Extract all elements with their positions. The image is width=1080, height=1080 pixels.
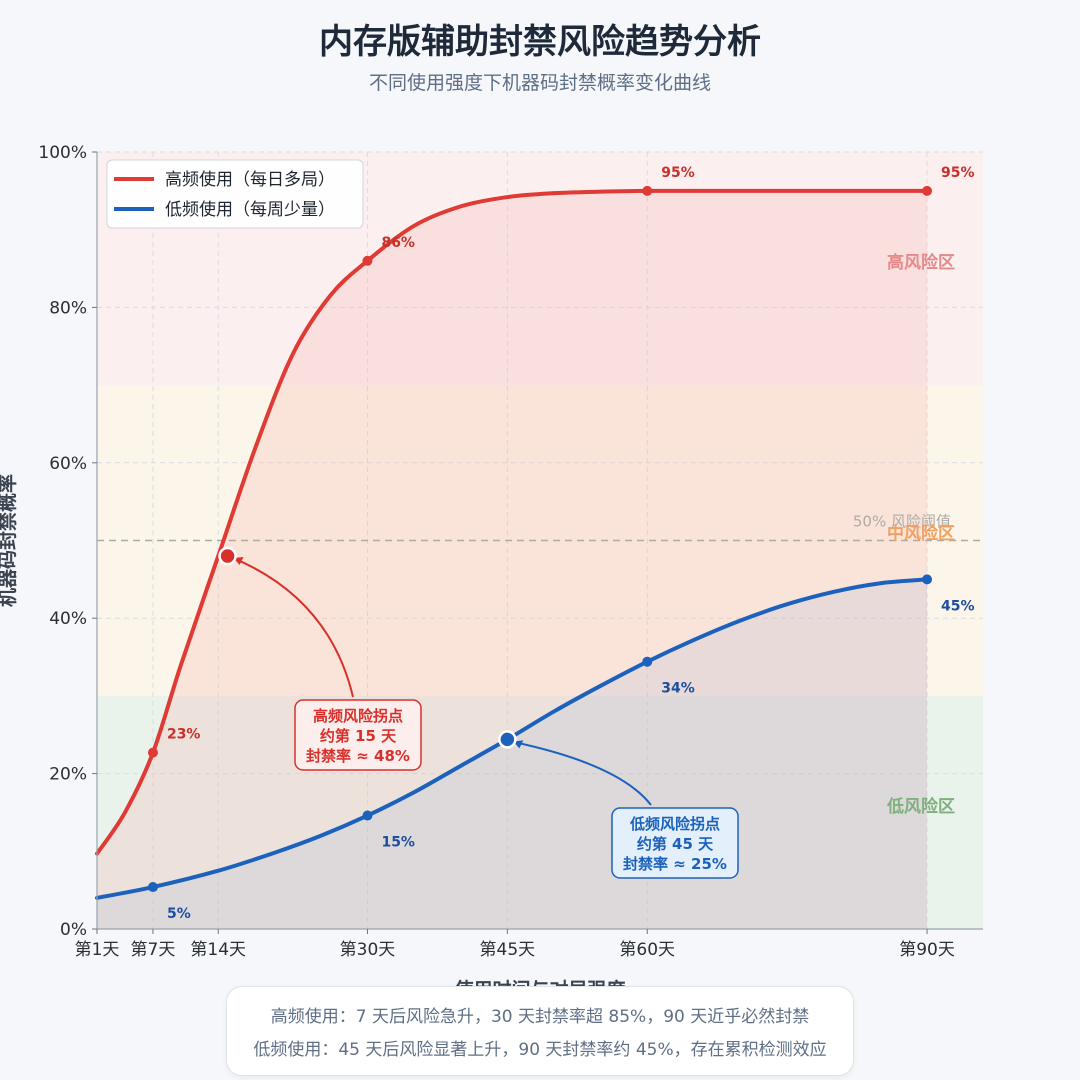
data-point [642,656,653,667]
zone-label: 低风险区 [886,796,955,817]
y-tick-label: 100% [38,143,87,163]
annotation-box [611,807,739,879]
data-label: 95% [661,165,695,181]
y-tick-label: 60% [49,454,87,474]
zone-label: 高风险区 [887,252,955,273]
y-tick-label: 0% [60,920,87,940]
legend-box [106,159,364,229]
inflection-point [498,730,517,749]
threshold-label: 50% 风险阈值 [853,513,951,531]
data-point [642,185,653,196]
data-point [147,747,158,758]
data-point [922,185,933,196]
summary-box: 高频使用：7 天后风险急升，30 天封禁率超 85%，90 天近乎必然封禁 低频… [226,986,854,1076]
summary-line-high: 高频使用：7 天后风险急升，30 天封禁率超 85%，90 天近乎必然封禁 [270,1007,810,1027]
annotation-arrow [515,741,652,806]
data-label: 95% [941,165,975,181]
x-tick-label: 第45天 [480,940,536,960]
inflection-point [218,546,237,566]
x-tick-label: 第14天 [190,940,246,960]
data-label: 86% [381,235,415,251]
annotation-arrow [235,558,354,698]
annotation-text: 高频风险拐点 [313,707,403,725]
data-label: 34% [661,681,695,697]
x-tick-label: 第30天 [340,940,396,960]
legend-label: 低频使用（每周少量） [165,199,335,220]
data-point [362,810,373,821]
annotation-text: 低频风险拐点 [629,815,720,833]
legend: 高频使用（每日多局） 低频使用（每周少量） [106,159,364,229]
annotation-box [294,699,422,771]
x-tick-label: 第1天 [75,940,120,960]
zone-label: 中风险区 [887,523,955,544]
annotation-text: 封禁率 ≈ 48% [306,747,410,765]
annotation-text: 约第 45 天 [637,835,714,853]
legend-label: 高频使用（每日多局） [165,169,335,190]
y-tick-label: 20% [49,765,87,785]
summary-line-low: 低频使用：45 天后风险显著上升，90 天封禁率约 45%，存在累积检测效应 [253,1040,827,1060]
data-label: 15% [381,835,415,851]
y-tick-label: 80% [49,298,87,318]
chart-subtitle: 不同使用强度下机器码封禁概率变化曲线 [368,72,711,94]
data-label: 45% [941,598,975,614]
x-tick-label: 第7天 [131,940,176,960]
data-point [362,255,373,266]
chart-title: 内存版辅助封禁风险趋势分析 [319,22,761,62]
risk-zone-band [97,695,983,929]
annotation-text: 封禁率 ≈ 25% [623,855,727,873]
series-line [95,577,930,900]
x-tick-label: 第60天 [619,940,675,960]
data-point [147,882,158,893]
y-axis-title: 机器码封禁概率 [0,474,19,607]
y-tick-label: 40% [49,609,87,629]
data-point [922,574,933,585]
data-label: 5% [167,906,191,922]
data-label: 23% [167,727,201,743]
annotation-text: 约第 15 天 [320,727,397,745]
x-tick-label: 第90天 [899,940,955,960]
